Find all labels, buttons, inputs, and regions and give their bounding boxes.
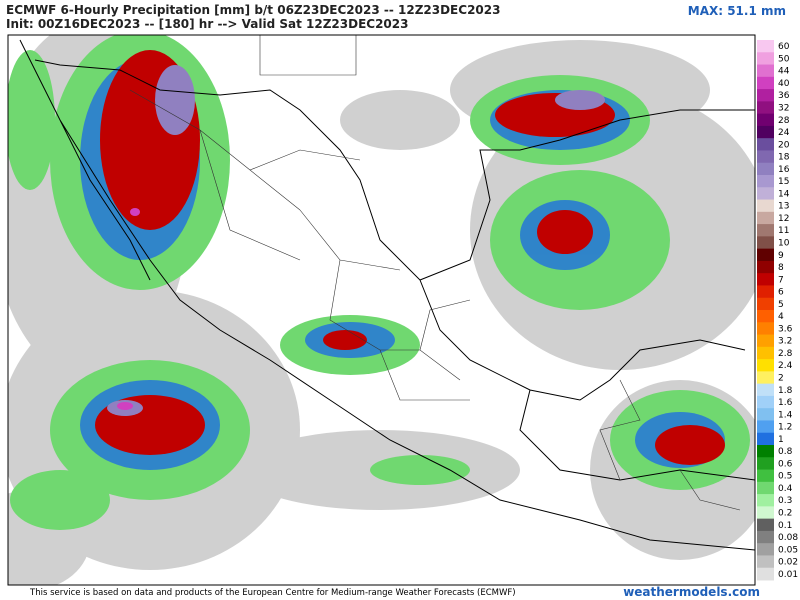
colorbar-label: 0.02	[778, 558, 798, 568]
colorbar-swatch	[757, 518, 774, 532]
title: ECMWF 6-Hourly Precipitation [mm] b/t 06…	[6, 3, 500, 17]
colorbar-label: 3.6	[778, 324, 793, 334]
colorbar-swatch	[757, 383, 774, 397]
colorbar-swatch	[757, 40, 774, 53]
colorbar-swatch	[757, 211, 774, 225]
colorbar-swatch	[757, 481, 774, 495]
colorbar-swatch	[757, 432, 774, 446]
colorbar-swatch	[757, 138, 774, 151]
colorbar-swatch	[757, 297, 774, 311]
colorbar-label: 1.2	[778, 423, 792, 433]
colorbar-swatch	[757, 494, 774, 507]
colorbar-swatch	[757, 248, 774, 262]
colorbar-swatch	[757, 175, 774, 188]
colorbar-label: 1.4	[778, 410, 793, 420]
colorbar-swatch	[757, 408, 774, 421]
colorbar-swatch	[757, 469, 774, 483]
colorbar-swatch	[757, 273, 774, 286]
colorbar-label: 32	[778, 104, 789, 114]
colorbar-swatch	[757, 89, 774, 102]
colorbar-swatch	[757, 224, 774, 237]
colorbar-label: 2	[778, 374, 784, 384]
colorbar-label: 0.05	[778, 545, 798, 555]
colorbar-label: 9	[778, 251, 784, 261]
colorbar-swatch	[757, 420, 774, 434]
colorbar-swatch	[757, 506, 774, 520]
colorbar-label: 18	[778, 153, 790, 163]
colorbar-label: 1.8	[778, 386, 793, 396]
colorbar-label: 0.2	[778, 509, 792, 519]
map	[7, 34, 756, 586]
colorbar-swatch	[757, 187, 774, 201]
colorbar-swatch	[757, 285, 774, 299]
colorbar-swatch	[757, 64, 774, 78]
colorbar-label: 36	[778, 91, 790, 101]
colorbar-swatch	[757, 113, 774, 127]
colorbar-swatch	[757, 162, 774, 176]
colorbar-label: 2.4	[778, 361, 793, 371]
colorbar-label: 16	[778, 165, 790, 175]
colorbar-label: 6	[778, 288, 784, 298]
colorbar-label: 50	[778, 54, 790, 64]
colorbar-label: 28	[778, 116, 790, 126]
colorbar-swatch	[757, 150, 774, 164]
colorbar-label: 8	[778, 263, 784, 273]
colorbar-label: 0.5	[778, 472, 792, 482]
colorbar-swatch	[757, 371, 774, 385]
colorbar-label: 0.3	[778, 496, 792, 506]
colorbar-swatch	[757, 236, 774, 250]
colorbar-label: 11	[778, 226, 789, 236]
colorbar-swatch	[757, 457, 774, 471]
colorbar-swatch	[757, 359, 774, 372]
colorbar-label: 60	[778, 42, 790, 52]
colorbar-swatch	[757, 125, 774, 139]
colorbar-label: 13	[778, 202, 789, 212]
colorbar-label: 40	[778, 79, 790, 89]
colorbar-swatch	[757, 322, 774, 336]
colorbar-swatch	[757, 543, 774, 556]
colorbar-label: 4	[778, 312, 784, 322]
colorbar-label: 0.6	[778, 459, 793, 469]
colorbar-label: 0.4	[778, 484, 793, 494]
colorbar-swatch	[757, 101, 774, 115]
max-value: MAX: 51.1 mm	[688, 4, 786, 18]
colorbar-label: 1	[778, 435, 784, 445]
colorbar-label: 20	[778, 140, 790, 150]
colorbar-swatch	[757, 310, 774, 323]
brand: weathermodels.com	[623, 585, 760, 599]
colorbar-label: 3.2	[778, 337, 792, 347]
colorbar-label: 0.8	[778, 447, 793, 457]
colorbar-swatch	[757, 260, 774, 274]
colorbar-label: 0.01	[778, 570, 798, 580]
credit: This service is based on data and produc…	[29, 588, 516, 598]
colorbar-swatch	[757, 567, 774, 581]
colorbar-label: 15	[778, 177, 789, 187]
colorbar-swatch	[757, 346, 774, 360]
colorbar-label: 0.08	[778, 533, 798, 543]
colorbar-label: 14	[778, 189, 790, 199]
subtitle: Init: 00Z16DEC2023 -- [180] hr --> Valid…	[6, 17, 408, 31]
colorbar-swatch	[757, 76, 774, 90]
colorbar-label: 44	[778, 67, 790, 77]
colorbar-swatch	[757, 445, 774, 458]
colorbar-label: 7	[778, 275, 784, 285]
colorbar-label: 0.1	[778, 521, 792, 531]
colorbar-label: 5	[778, 300, 784, 310]
colorbar-swatch	[757, 395, 774, 409]
colorbar-label: 12	[778, 214, 789, 224]
colorbar-swatch	[757, 334, 774, 348]
colorbar: 6050444036322824201816151413121110987654…	[757, 40, 798, 581]
colorbar-label: 2.8	[778, 349, 793, 359]
colorbar-swatch	[757, 199, 774, 213]
colorbar-label: 1.6	[778, 398, 793, 408]
colorbar-label: 24	[778, 128, 790, 138]
colorbar-swatch	[757, 52, 774, 66]
colorbar-swatch	[757, 530, 774, 544]
colorbar-swatch	[757, 555, 774, 569]
colorbar-label: 10	[778, 239, 790, 249]
